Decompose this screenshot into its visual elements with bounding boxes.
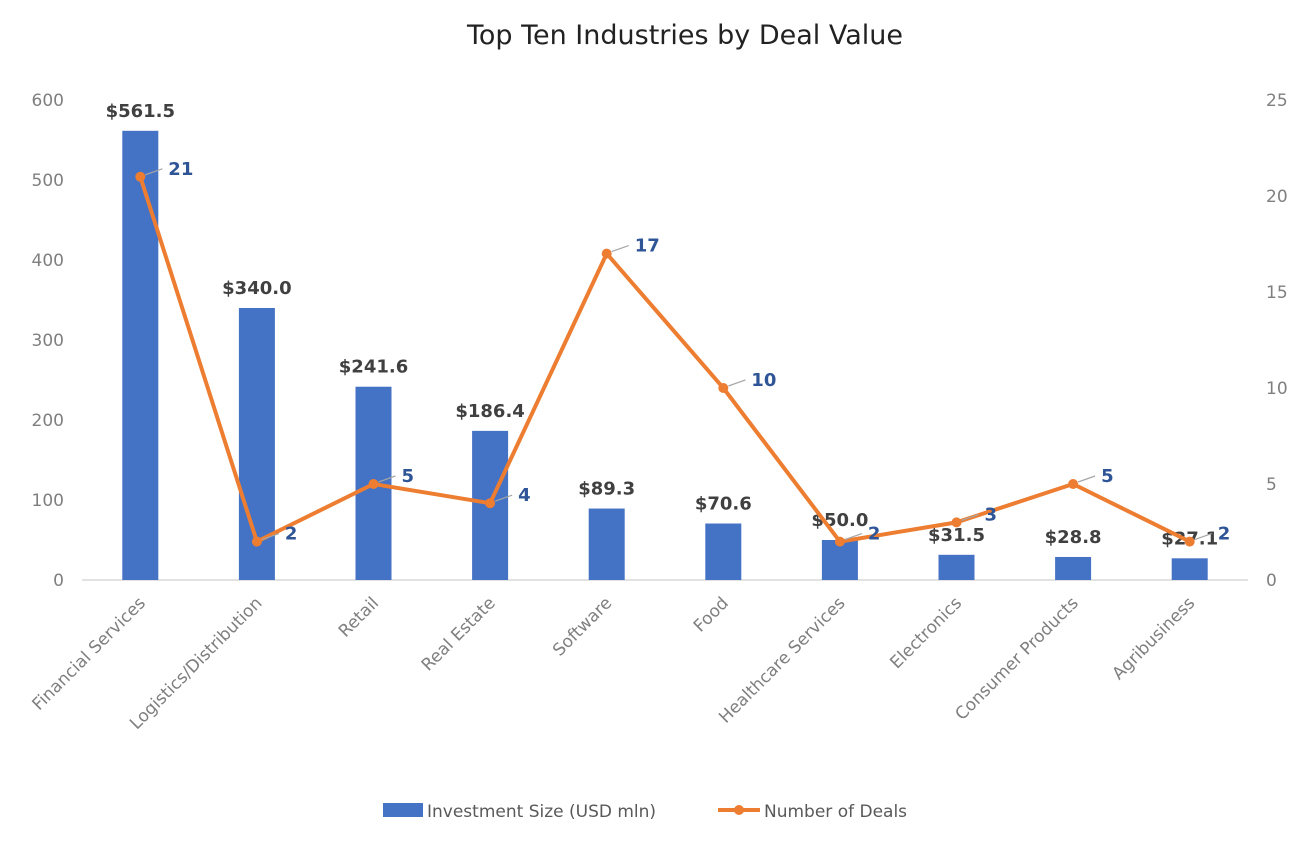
right-axis-tick-label: 15 xyxy=(1266,283,1288,303)
right-axis-tick-label: 25 xyxy=(1266,91,1288,111)
line-value-label: 2 xyxy=(1218,524,1231,545)
bar-value-label: $70.6 xyxy=(695,494,752,515)
category-label: Consumer Products xyxy=(951,593,1082,724)
line-point xyxy=(718,383,729,393)
line-value-label: 5 xyxy=(1101,466,1114,487)
left-axis-tick-label: 500 xyxy=(32,171,64,191)
left-axis-tick-label: 200 xyxy=(32,411,64,431)
category-label: Agribusiness xyxy=(1109,593,1200,684)
bar-value-label: $186.4 xyxy=(455,401,524,422)
right-axis-tick-label: 5 xyxy=(1266,475,1277,495)
chart-title: Top Ten Industries by Deal Value xyxy=(466,20,903,51)
legend-bar-label: Investment Size (USD mln) xyxy=(427,802,656,822)
left-axis-ticks: 0 100 200 300 400 500 600 xyxy=(32,91,64,591)
bar xyxy=(821,540,858,580)
line-label-leader xyxy=(611,245,629,253)
line-label-leader xyxy=(145,168,163,176)
bar-value-label: $561.5 xyxy=(106,101,175,122)
line-label-leader xyxy=(1077,475,1096,483)
line-point xyxy=(368,479,379,489)
line-value-label: 21 xyxy=(168,159,193,180)
bar xyxy=(705,523,742,580)
line-path xyxy=(138,176,1191,544)
category-label: Electronics xyxy=(886,593,966,673)
right-axis-ticks: 0 5 10 15 20 25 xyxy=(1266,91,1288,591)
line-point xyxy=(135,171,146,182)
line-label-leader xyxy=(961,513,979,521)
line-series: 21 2 5 4 17 10 2 3 5 2 xyxy=(135,159,1230,547)
left-axis-tick-label: 100 xyxy=(32,491,64,511)
line-label-leader xyxy=(1194,533,1212,541)
bar-value-label: $89.3 xyxy=(578,479,635,500)
bar xyxy=(588,508,625,580)
line-point xyxy=(1184,536,1195,547)
bar xyxy=(122,130,159,581)
legend-bar-swatch xyxy=(383,803,423,817)
right-axis-tick-label: 0 xyxy=(1266,571,1277,591)
category-label: Financial Services xyxy=(29,593,150,714)
right-axis-tick-label: 20 xyxy=(1266,187,1288,207)
bar-value-label: $340.0 xyxy=(222,278,291,299)
category-label: Real Estate xyxy=(418,593,500,675)
line-value-label: 10 xyxy=(751,370,776,391)
line-value-label: 17 xyxy=(635,236,660,257)
bar-value-label: $28.8 xyxy=(1045,527,1102,548)
category-labels: Financial ServicesLogistics/Distribution… xyxy=(29,593,1200,733)
bar-series: $561.5$340.0$241.6$186.4$89.3$70.6$50.0$… xyxy=(106,101,1218,581)
line-label-leader xyxy=(378,475,396,483)
line-label-leader xyxy=(494,494,513,502)
category-label: Logistics/Distribution xyxy=(126,593,266,733)
line-value-label: 4 xyxy=(518,485,531,506)
line-point xyxy=(834,536,845,547)
legend-line-label: Number of Deals xyxy=(764,802,907,822)
left-axis-tick-label: 300 xyxy=(32,331,64,351)
legend-line-marker xyxy=(734,805,744,815)
legend: Investment Size (USD mln) Number of Deal… xyxy=(383,802,907,822)
category-label: Software xyxy=(549,593,616,660)
right-axis-tick-label: 10 xyxy=(1266,379,1288,399)
bar xyxy=(1055,556,1092,580)
line-label-leader xyxy=(844,533,863,541)
line-point xyxy=(251,536,262,547)
line-point xyxy=(601,248,612,259)
left-axis-tick-label: 400 xyxy=(32,251,64,271)
line-value-label: 2 xyxy=(868,524,881,545)
bar-value-label: $241.6 xyxy=(339,357,408,378)
line-value-label: 5 xyxy=(402,466,415,487)
category-label: Food xyxy=(690,593,733,636)
category-label: Retail xyxy=(335,593,383,641)
line-label-leader xyxy=(261,533,280,541)
category-label: Healthcare Services xyxy=(715,593,849,727)
line-value-label: 3 xyxy=(985,504,998,525)
line-point xyxy=(485,498,496,509)
line-point xyxy=(951,517,962,528)
line-value-label: 2 xyxy=(285,524,298,545)
left-axis-tick-label: 600 xyxy=(32,91,64,111)
bar-value-label: $31.5 xyxy=(928,525,985,546)
left-axis-tick-label: 0 xyxy=(53,571,64,591)
bar xyxy=(1171,558,1208,580)
line-label-leader xyxy=(728,379,746,387)
line-point xyxy=(1068,479,1079,489)
bar xyxy=(938,554,975,580)
